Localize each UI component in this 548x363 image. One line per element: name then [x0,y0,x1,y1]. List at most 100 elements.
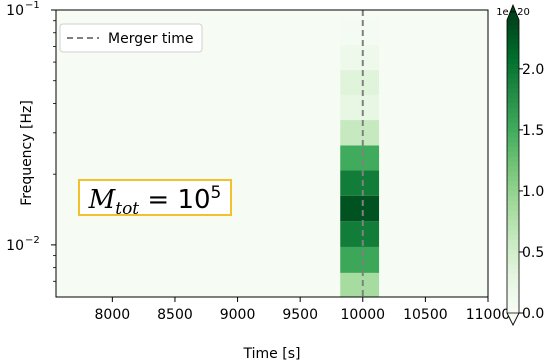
colorbar-segment [507,103,519,109]
heatmap-cell-8 [340,70,380,95]
annotation-equals: = 10 [139,185,210,215]
colorbar-outline [506,3,520,326]
colorbar-extend-top [507,5,519,20]
x-tick-label: 10000 [341,307,386,323]
legend: Merger time [59,23,203,53]
colorbar-segment [507,122,519,129]
colorbar-segment [507,200,519,207]
colorbar-segment [507,273,519,280]
colorbar-segment [507,293,519,299]
legend-label-merger-time: Merger time [108,31,194,47]
colorbar-segment [507,49,519,55]
colorbar-segment [507,39,519,46]
x-tick-label: 8000 [95,307,131,323]
colorbar-segment [507,83,519,89]
colorbar-segment [507,244,519,251]
heatmap-cell-0 [340,272,380,297]
colorbar-segment [507,156,519,163]
y-tick-label: 10 [6,238,24,254]
colorbar-segment [507,63,519,70]
colorbar-segment [507,254,519,260]
colorbar-segment [507,132,519,138]
heatmap-cell-1 [340,246,380,273]
heatmap-cells [340,19,380,297]
colorbar-segment [507,24,519,31]
colorbar-segment [507,249,519,255]
x-tick-label: 9500 [282,307,318,323]
colorbar-segment [507,78,519,85]
annotation-subscript: tot [115,199,139,219]
colorbar-segment [507,142,519,148]
colorbar-segment [507,229,519,236]
colorbar-segment [507,68,519,75]
colorbar-segment [507,171,519,177]
heatmap-cell-5 [340,145,380,171]
x-tick-label: 10500 [403,307,448,323]
x-tick-label: 8500 [157,307,193,323]
heatmap-cell-6 [340,120,380,146]
colorbar-segment [507,117,519,124]
heatmap-cell-9 [340,44,380,71]
y-axis-ticks: 10−210−1 [6,0,56,282]
plot-background [56,10,488,297]
mass-annotation: Mtot = 105 [78,179,232,219]
colorbar-ticks: 0.0 0.5 1.0 1.5 2.0 [519,62,544,322]
colorbar-segment [507,176,519,182]
colorbar-tick-label: 1.0 [522,184,544,200]
colorbar-segment [507,220,519,226]
colorbar-segment [507,20,519,26]
y-tick-label: 10 [6,3,24,19]
colorbar-segment [507,308,519,314]
colorbar-tick-label: 2.0 [522,62,544,78]
colorbar-gradient [507,20,519,314]
colorbar-segment [507,269,519,275]
x-axis-label: Time [s] [243,346,301,362]
colorbar-segment [507,278,519,285]
colorbar-multiplier: 1e−20 [496,7,530,18]
legend-box [59,23,203,53]
colorbar-segment [507,239,519,246]
colorbar-tick-label: 0.5 [522,245,544,261]
colorbar-tick-label: 0.0 [522,306,544,322]
colorbar-segment [507,166,519,172]
heatmap-cell-4 [340,170,380,196]
x-axis-ticks: 8000 8500 9000 9500 10000 10500 11000 [95,297,511,323]
annotation-box [78,179,232,216]
x-tick-label: 11000 [466,307,511,323]
colorbar-segment [507,73,519,80]
colorbar-segment [507,88,519,94]
colorbar-segment [507,190,519,197]
colorbar: 0.0 0.5 1.0 1.5 2.0 1e−20 [496,3,544,326]
colorbar-segment [507,215,519,221]
colorbar-segment [507,225,519,231]
colorbar-segment [507,98,519,104]
colorbar-segment [507,137,519,143]
colorbar-segment [507,303,519,309]
plot-frame [55,9,489,298]
colorbar-segment [507,181,519,187]
colorbar-segment [507,93,519,99]
colorbar-segment [507,59,519,65]
colorbar-segment [507,186,519,192]
heatmap-cell-2 [340,221,380,247]
colorbar-segment [507,151,519,158]
heatmap-cell-3 [340,195,380,222]
annotation-base: M [88,185,117,215]
colorbar-segment [507,107,519,114]
annotation-superscript: 5 [211,183,222,203]
colorbar-segment [507,283,519,290]
colorbar-segment [507,112,519,119]
colorbar-segment [507,146,519,153]
y-tick-exponent: −2 [25,235,40,246]
colorbar-segment [507,264,519,270]
y-axis-label: Frequency [Hz] [19,100,35,206]
colorbar-segment [507,210,519,216]
annotation-text: Mtot = 105 [88,183,222,219]
colorbar-segment [507,44,519,50]
colorbar-segment [507,34,519,41]
colorbar-segment [507,259,519,265]
x-tick-label: 9000 [220,307,256,323]
colorbar-segment [507,205,519,212]
colorbar-segment [507,234,519,241]
